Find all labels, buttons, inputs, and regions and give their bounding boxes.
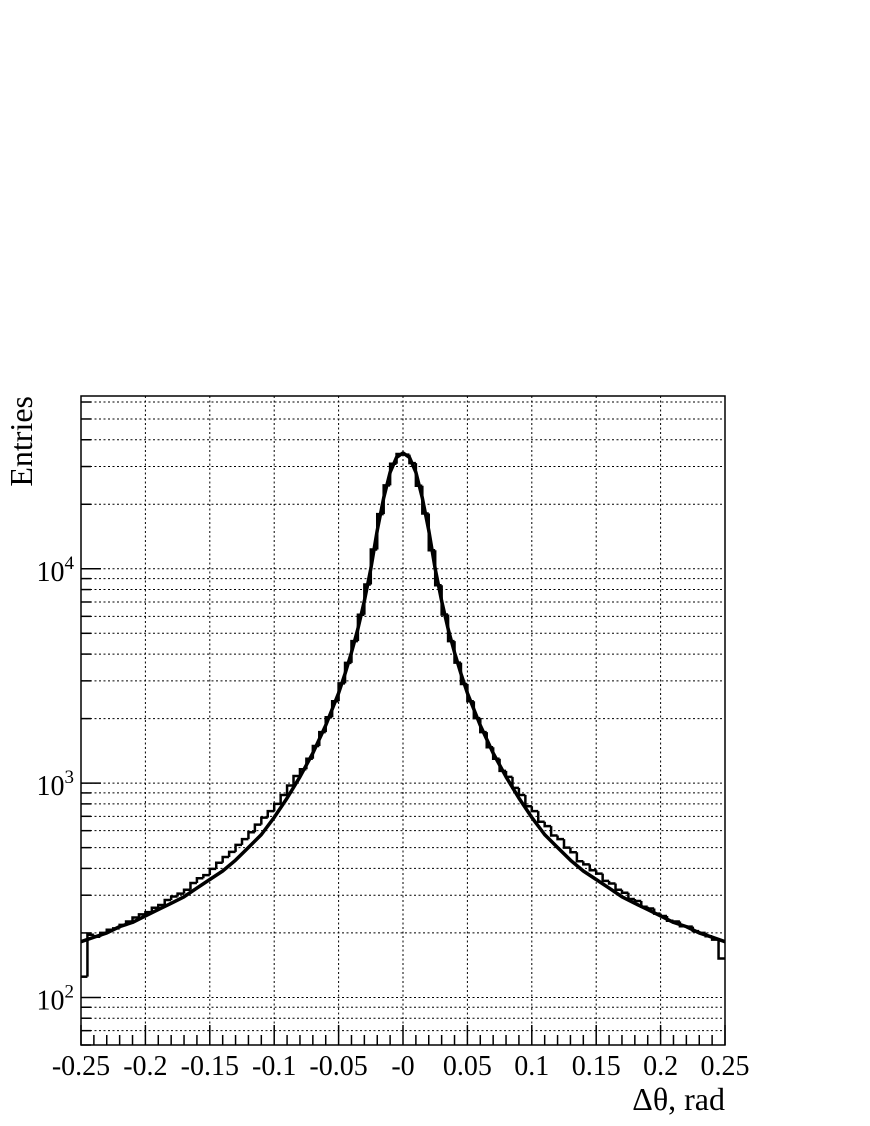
x-tick-label: -0.1 xyxy=(252,1051,296,1082)
histogram-bin xyxy=(131,916,139,922)
x-axis-label: Δθ, rad xyxy=(632,1081,725,1117)
histogram-bin xyxy=(530,806,539,813)
histogram-bin xyxy=(234,843,242,852)
histogram-bin xyxy=(285,784,294,796)
histogram-bin xyxy=(202,873,210,879)
histogram-bin xyxy=(272,802,281,812)
histogram-bin xyxy=(614,883,622,892)
y-tick-exponent: 3 xyxy=(65,767,75,788)
histogram-bin xyxy=(536,811,545,824)
y-tick-exponent: 4 xyxy=(65,553,75,574)
y-tick-label: 102 xyxy=(37,981,75,1016)
histogram-bin xyxy=(594,870,603,875)
x-tick-label: -0.05 xyxy=(309,1051,367,1082)
histogram-bin xyxy=(588,864,597,872)
histogram-bin xyxy=(150,906,159,913)
y-tick-base: 10 xyxy=(37,557,65,588)
histogram-bin xyxy=(137,913,146,918)
histogram-bin xyxy=(169,895,178,900)
y-tick-label: 103 xyxy=(37,767,75,802)
histogram-bin xyxy=(582,861,590,866)
histogram-bin xyxy=(266,809,275,818)
plot-frame xyxy=(80,395,726,1046)
histogram-bin xyxy=(195,876,204,883)
fit-curve xyxy=(80,451,726,944)
histogram-bin xyxy=(86,933,94,977)
histogram-bin xyxy=(607,880,616,885)
histogram-bin xyxy=(214,861,223,869)
x-tick-label: 0.15 xyxy=(572,1051,621,1082)
histogram-bin xyxy=(569,847,577,854)
histogram-bin xyxy=(543,821,552,828)
histogram-bin xyxy=(717,939,725,960)
y-axis-label: Entries xyxy=(3,396,39,487)
histogram-bin xyxy=(221,855,230,863)
histogram-bin xyxy=(208,867,217,876)
x-tick-label: 0.25 xyxy=(701,1051,750,1082)
histogram-bin xyxy=(163,898,172,905)
y-tick-base: 10 xyxy=(37,985,65,1016)
histogram-bin xyxy=(549,826,558,837)
y-tick-label: 104 xyxy=(37,553,75,588)
x-tick-label: 0.05 xyxy=(443,1051,492,1082)
x-tick-label: -0 xyxy=(391,1051,414,1082)
y-tick-exponent: 2 xyxy=(65,981,75,1002)
histogram-bin xyxy=(176,892,185,897)
histogram-bin xyxy=(562,839,571,849)
histogram-bin xyxy=(189,881,197,890)
histogram-bin xyxy=(279,793,288,804)
histogram-bin xyxy=(620,889,629,894)
histogram-bin xyxy=(575,852,584,863)
histogram-bin xyxy=(227,850,236,858)
histogram-bin xyxy=(240,837,249,845)
x-tick-label: -0.2 xyxy=(123,1051,167,1082)
histogram-bin xyxy=(556,835,564,841)
histogram-bin xyxy=(247,830,255,840)
histogram-bin xyxy=(601,873,610,883)
x-tick-label: -0.25 xyxy=(52,1051,110,1082)
histogram-bin xyxy=(253,823,262,833)
x-tick-label: 0.1 xyxy=(514,1051,549,1082)
x-tick-label: -0.15 xyxy=(181,1051,239,1082)
histogram-bin xyxy=(292,774,300,786)
histogram-bin xyxy=(633,898,642,903)
y-tick-base: 10 xyxy=(37,771,65,802)
x-tick-label: 0.2 xyxy=(643,1051,678,1082)
histogram-bin xyxy=(157,903,165,908)
histogram-bin xyxy=(260,816,268,825)
histogram-bin xyxy=(182,888,191,894)
